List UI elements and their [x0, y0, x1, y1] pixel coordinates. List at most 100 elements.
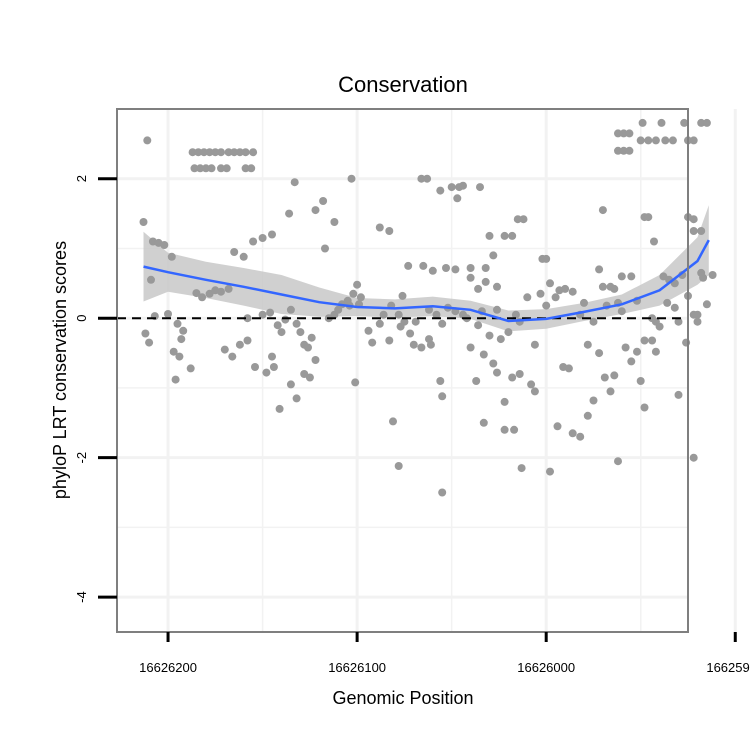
y-tick-label: -4 [74, 591, 89, 603]
data-point [619, 129, 628, 138]
data-point [568, 429, 577, 438]
data-point [406, 329, 415, 338]
data-point [595, 265, 604, 274]
data-point [396, 322, 405, 331]
data-point [200, 148, 208, 157]
data-point [644, 213, 653, 222]
data-point [438, 488, 447, 497]
data-point [286, 305, 295, 314]
data-point [466, 343, 475, 352]
data-point [266, 308, 275, 317]
data-point [411, 317, 420, 326]
data-point [379, 310, 388, 319]
data-point [307, 333, 316, 342]
data-point [651, 347, 660, 356]
data-point [375, 223, 384, 232]
data-point [546, 467, 554, 476]
data-points [139, 118, 717, 497]
data-point [697, 227, 706, 235]
data-point [650, 237, 658, 246]
data-point [508, 231, 517, 240]
data-point [674, 317, 683, 326]
data-point [351, 378, 360, 387]
data-point [606, 387, 615, 396]
data-point [530, 340, 539, 349]
data-point [364, 326, 373, 335]
data-point [551, 293, 560, 302]
data-point [277, 328, 286, 337]
data-point [442, 264, 450, 272]
data-point [519, 215, 528, 224]
x-tick-label: 16626200 [139, 660, 197, 675]
data-point [493, 368, 501, 377]
data-point [292, 394, 301, 403]
data-point [702, 118, 711, 127]
data-point [235, 340, 244, 349]
data-point [423, 174, 432, 183]
data-point [648, 336, 657, 345]
data-point [438, 319, 447, 328]
data-point [285, 209, 294, 218]
data-point [198, 293, 207, 302]
data-point [561, 284, 570, 293]
smooth-line [143, 239, 710, 323]
data-point [169, 347, 178, 356]
x-axis-title: Genomic Position [332, 688, 473, 708]
data-point [249, 237, 258, 246]
data-point [697, 118, 706, 127]
data-point [640, 336, 649, 345]
data-point [164, 310, 172, 318]
data-point [281, 315, 290, 324]
data-point [436, 377, 445, 385]
data-point [224, 148, 233, 157]
data-point [600, 373, 609, 382]
data-point [425, 335, 433, 344]
data-point [693, 317, 702, 326]
data-point [194, 148, 203, 157]
data-point [636, 136, 645, 145]
data-point [273, 321, 282, 330]
data-point [249, 148, 258, 157]
y-axis: -4 -2 0 2 [74, 175, 117, 603]
plot-background [117, 109, 688, 632]
data-point [305, 373, 314, 382]
data-point [262, 368, 271, 377]
data-point [311, 206, 320, 215]
data-point [321, 244, 329, 253]
data-point [217, 164, 225, 173]
data-point [619, 146, 628, 155]
data-point [500, 397, 509, 406]
data-point [228, 352, 237, 361]
data-point [655, 322, 664, 331]
data-point [173, 319, 182, 328]
data-point [589, 396, 598, 405]
data-point [230, 148, 239, 157]
y-tick-label: -2 [74, 452, 89, 464]
data-point [275, 404, 284, 413]
data-point [500, 231, 509, 240]
data-point [286, 380, 295, 389]
data-point [657, 118, 666, 127]
data-point [595, 349, 604, 358]
data-point [196, 164, 205, 173]
data-point [368, 338, 377, 347]
data-point [617, 307, 626, 316]
data-point [347, 174, 356, 183]
data-point [179, 326, 188, 335]
confidence-band [143, 205, 709, 332]
data-point [175, 352, 184, 361]
data-point [542, 301, 551, 310]
data-point [699, 273, 708, 282]
data-point [576, 432, 585, 441]
data-point [536, 289, 545, 298]
data-point [636, 377, 645, 385]
data-point [330, 218, 339, 226]
data-point [702, 300, 711, 309]
data-point [409, 340, 418, 349]
data-point [479, 350, 488, 359]
data-point [527, 380, 536, 389]
data-point [139, 218, 148, 226]
data-point [171, 375, 180, 384]
data-point [167, 252, 176, 261]
data-point [689, 227, 698, 235]
